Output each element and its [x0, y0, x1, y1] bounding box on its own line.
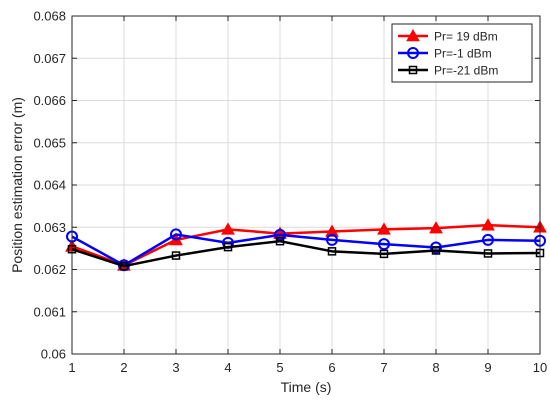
x-tick-label: 6 [328, 360, 335, 375]
data-point [223, 242, 233, 252]
y-tick-label: 0.063 [33, 220, 66, 235]
x-tick-label: 9 [484, 360, 491, 375]
y-tick-label: 0.067 [33, 51, 66, 66]
x-tick-label: 8 [432, 360, 439, 375]
x-tick-label: 3 [172, 360, 179, 375]
data-point [482, 233, 494, 246]
legend-item: Pr=-21 dBm [398, 64, 498, 78]
series-line [71, 239, 541, 268]
series-group [65, 218, 547, 272]
data-point [429, 221, 443, 234]
data-point [378, 238, 390, 251]
series-line [71, 233, 541, 267]
x-tick-label: 5 [276, 360, 283, 375]
legend-item: Pr=-1 dBm [398, 47, 492, 61]
legend-swatch-marker [408, 65, 418, 75]
x-axis-ticks: 1 2 3 4 5 6 7 8 9 10 [68, 16, 547, 375]
legend-label: Pr=-21 dBm [434, 64, 498, 78]
data-point [325, 224, 339, 237]
y-tick-label: 0.065 [33, 135, 66, 150]
data-point [326, 233, 338, 246]
y-tick-label: 0.062 [33, 262, 66, 277]
x-tick-label: 2 [120, 360, 127, 375]
legend-item: Pr= 19 dBm [398, 28, 498, 44]
data-point [221, 222, 235, 235]
data-point [431, 246, 441, 255]
legend: Pr= 19 dBm Pr=-1 dBm Pr=-21 dBm [391, 23, 533, 83]
y-axis-label: Position estimation error (m) [9, 97, 25, 273]
data-point [170, 228, 182, 241]
x-tick-label: 1 [68, 360, 75, 375]
data-point [171, 251, 181, 260]
data-point [483, 249, 493, 258]
y-tick-label: 0.064 [33, 178, 66, 193]
y-tick-label: 0.068 [33, 9, 66, 24]
x-tick-label: 10 [533, 360, 547, 375]
legend-swatch-marker [406, 28, 420, 42]
x-tick-label: 7 [380, 360, 387, 375]
y-tick-label: 0.061 [33, 304, 66, 319]
data-point [481, 218, 495, 231]
y-tick-label: 0.06 [41, 347, 66, 362]
y-tick-label: 0.066 [33, 93, 66, 108]
data-point [327, 247, 337, 256]
x-axis-label: Time (s) [281, 379, 332, 395]
legend-label: Pr= 19 dBm [434, 30, 498, 44]
data-point [379, 249, 389, 259]
y-axis-ticks: 0.06 0.061 0.062 0.063 0.064 0.065 0.066 0.067 0… [33, 9, 540, 362]
legend-label: Pr=-1 dBm [434, 47, 492, 61]
data-point [275, 236, 285, 246]
data-point [430, 241, 442, 254]
data-point [274, 228, 286, 241]
series-3 [67, 236, 545, 271]
data-point [377, 222, 391, 235]
x-tick-label: 4 [224, 360, 231, 375]
data-point [119, 261, 129, 271]
series-line [71, 223, 541, 267]
legend-swatch-marker [407, 47, 419, 59]
